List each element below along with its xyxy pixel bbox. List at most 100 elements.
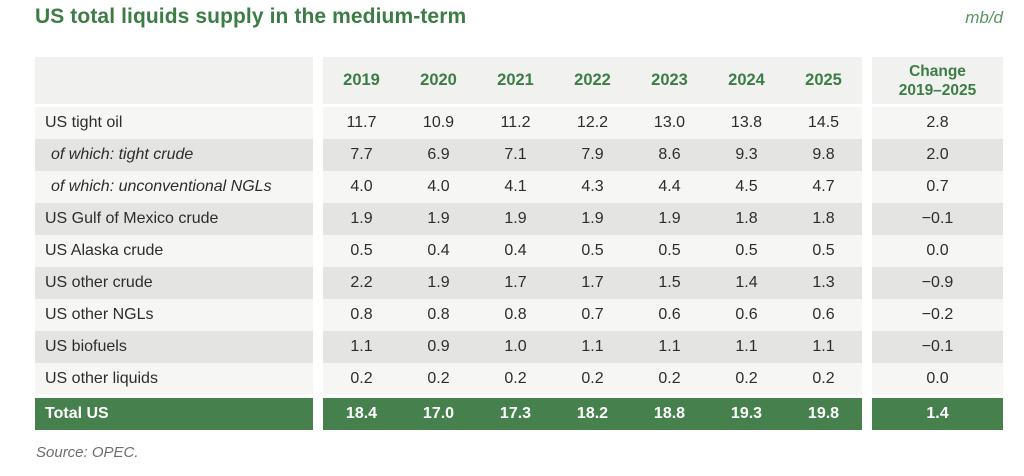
change-column-header: Change 2019–2025	[899, 62, 977, 100]
supply-table: 2019 2020 2021 2022 2023 2024 2025 Change 2019…	[35, 57, 1003, 430]
value-cell: 1.1	[735, 338, 758, 355]
value-cell: 8.6	[658, 146, 681, 163]
value-cell: 0.8	[350, 306, 373, 323]
row-values-block: 2.2 1.9 1.7 1.7 1.5 1.4 1.3	[323, 267, 862, 299]
value-cell: 4.3	[581, 178, 604, 195]
value-cell: 7.7	[350, 146, 373, 163]
value-cell: 7.1	[504, 146, 527, 163]
body-total-divider	[35, 395, 1003, 398]
value-cell: 1.1	[812, 338, 835, 355]
table-row: US Gulf of Mexico crude 1.9 1.9 1.9 1.9 1.9 1.…	[35, 203, 1003, 235]
value-cell: 0.2	[735, 370, 758, 387]
row-label: US other crude	[35, 267, 313, 299]
value-cell: 0.5	[658, 242, 681, 259]
value-cell: 1.8	[812, 210, 835, 227]
value-cell: 18.8	[653, 405, 686, 422]
table-row: US biofuels 1.1 0.9 1.0 1.1 1.1 1.1 1.1 −0.1	[35, 331, 1003, 363]
value-cell: 19.8	[807, 405, 840, 422]
value-cell: 0.2	[812, 370, 835, 387]
table-row: US Alaska crude 0.5 0.4 0.4 0.5 0.5 0.5 0.5 0.0	[35, 235, 1003, 267]
change-cell: 0.7	[872, 171, 1003, 203]
row-label: US Alaska crude	[35, 235, 313, 267]
change-cell: −0.2	[872, 299, 1003, 331]
header-label-cell	[35, 57, 313, 104]
total-row: Total US 18.4 17.0 17.3 18.2 18.8 19.3 19.8 1.4	[35, 398, 1003, 430]
value-cell: 0.4	[427, 242, 450, 259]
value-cell: 9.8	[812, 146, 835, 163]
value-cell: 0.6	[735, 306, 758, 323]
row-values-block: 1.9 1.9 1.9 1.9 1.9 1.8 1.8	[323, 203, 862, 235]
value-cell: 2.2	[350, 274, 373, 291]
row-values-block: 1.1 0.9 1.0 1.1 1.1 1.1 1.1	[323, 331, 862, 363]
change-header-line2: 2019–2025	[898, 81, 977, 99]
total-values-block: 18.4 17.0 17.3 18.2 18.8 19.3 19.8	[323, 398, 862, 430]
header-body-divider	[35, 104, 1003, 107]
row-values-block: 11.7 10.9 11.2 12.2 13.0 13.8 14.5	[323, 107, 862, 139]
page-title: US total liquids supply in the medium-te…	[35, 5, 467, 28]
value-cell: 1.7	[581, 274, 604, 291]
change-cell: −0.9	[872, 267, 1003, 299]
table-row: US other liquids 0.2 0.2 0.2 0.2 0.2 0.2 0.2 0.0	[35, 363, 1003, 395]
value-cell: 1.9	[427, 210, 450, 227]
value-cell: 13.0	[653, 114, 686, 131]
value-cell: 0.5	[350, 242, 373, 259]
column-header-year: 2020	[420, 71, 457, 89]
value-cell: 1.1	[658, 338, 681, 355]
row-label: of which: unconventional NGLs	[35, 171, 313, 203]
table-header-row: 2019 2020 2021 2022 2023 2024 2025 Change 2019…	[35, 57, 1003, 104]
row-values-block: 4.0 4.0 4.1 4.3 4.4 4.5 4.7	[323, 171, 862, 203]
table-body: US tight oil 11.7 10.9 11.2 12.2 13.0 13.8 14.5…	[35, 107, 1003, 395]
value-cell: 0.2	[581, 370, 604, 387]
value-cell: 4.0	[427, 178, 450, 195]
header-change-cell: Change 2019–2025	[872, 57, 1003, 104]
table-row: US tight oil 11.7 10.9 11.2 12.2 13.0 13.8 14.5…	[35, 107, 1003, 139]
table-row: US other crude 2.2 1.9 1.7 1.7 1.5 1.4 1.3 −0.9	[35, 267, 1003, 299]
value-cell: 1.9	[658, 210, 681, 227]
value-cell: 14.5	[807, 114, 840, 131]
value-cell: 4.5	[735, 178, 758, 195]
value-cell: 7.9	[581, 146, 604, 163]
column-header-year: 2021	[497, 71, 534, 89]
value-cell: 1.1	[581, 338, 604, 355]
value-cell: 0.2	[427, 370, 450, 387]
value-cell: 0.2	[350, 370, 373, 387]
value-cell: 18.2	[576, 405, 609, 422]
total-row-label: Total US	[35, 398, 313, 430]
row-label: US Gulf of Mexico crude	[35, 203, 313, 235]
value-cell: 18.4	[345, 405, 378, 422]
row-label: of which: tight crude	[35, 139, 313, 171]
value-cell: 0.2	[658, 370, 681, 387]
value-cell: 1.4	[735, 274, 758, 291]
value-cell: 1.9	[504, 210, 527, 227]
value-cell: 0.6	[812, 306, 835, 323]
value-cell: 0.5	[735, 242, 758, 259]
row-label: US tight oil	[35, 107, 313, 139]
value-cell: 11.7	[346, 114, 377, 131]
value-cell: 12.2	[576, 114, 609, 131]
value-cell: 0.8	[504, 306, 527, 323]
value-cell: 4.7	[812, 178, 835, 195]
table-row: of which: tight crude 7.7 6.9 7.1 7.9 8.6 9.3 9…	[35, 139, 1003, 171]
column-header-year: 2019	[343, 71, 380, 89]
value-cell: 9.3	[735, 146, 758, 163]
change-cell: 0.0	[872, 235, 1003, 267]
value-cell: 0.4	[504, 242, 527, 259]
column-header-year: 2025	[805, 71, 842, 89]
value-cell: 19.3	[730, 405, 763, 422]
value-cell: 0.5	[581, 242, 604, 259]
value-cell: 0.2	[504, 370, 527, 387]
column-header-year: 2024	[728, 71, 765, 89]
value-cell: 17.3	[499, 405, 532, 422]
value-cell: 1.3	[812, 274, 835, 291]
column-header-year: 2022	[574, 71, 611, 89]
value-cell: 11.2	[500, 114, 531, 131]
change-cell: 1.4	[872, 398, 1003, 430]
value-cell: 6.9	[427, 146, 450, 163]
row-values-block: 0.2 0.2 0.2 0.2 0.2 0.2 0.2	[323, 363, 862, 395]
change-cell: 2.8	[872, 107, 1003, 139]
value-cell: 0.7	[581, 306, 604, 323]
source-note: Source: OPEC.	[36, 444, 139, 461]
value-cell: 0.8	[427, 306, 450, 323]
value-cell: 1.9	[581, 210, 604, 227]
value-cell: 0.6	[658, 306, 681, 323]
